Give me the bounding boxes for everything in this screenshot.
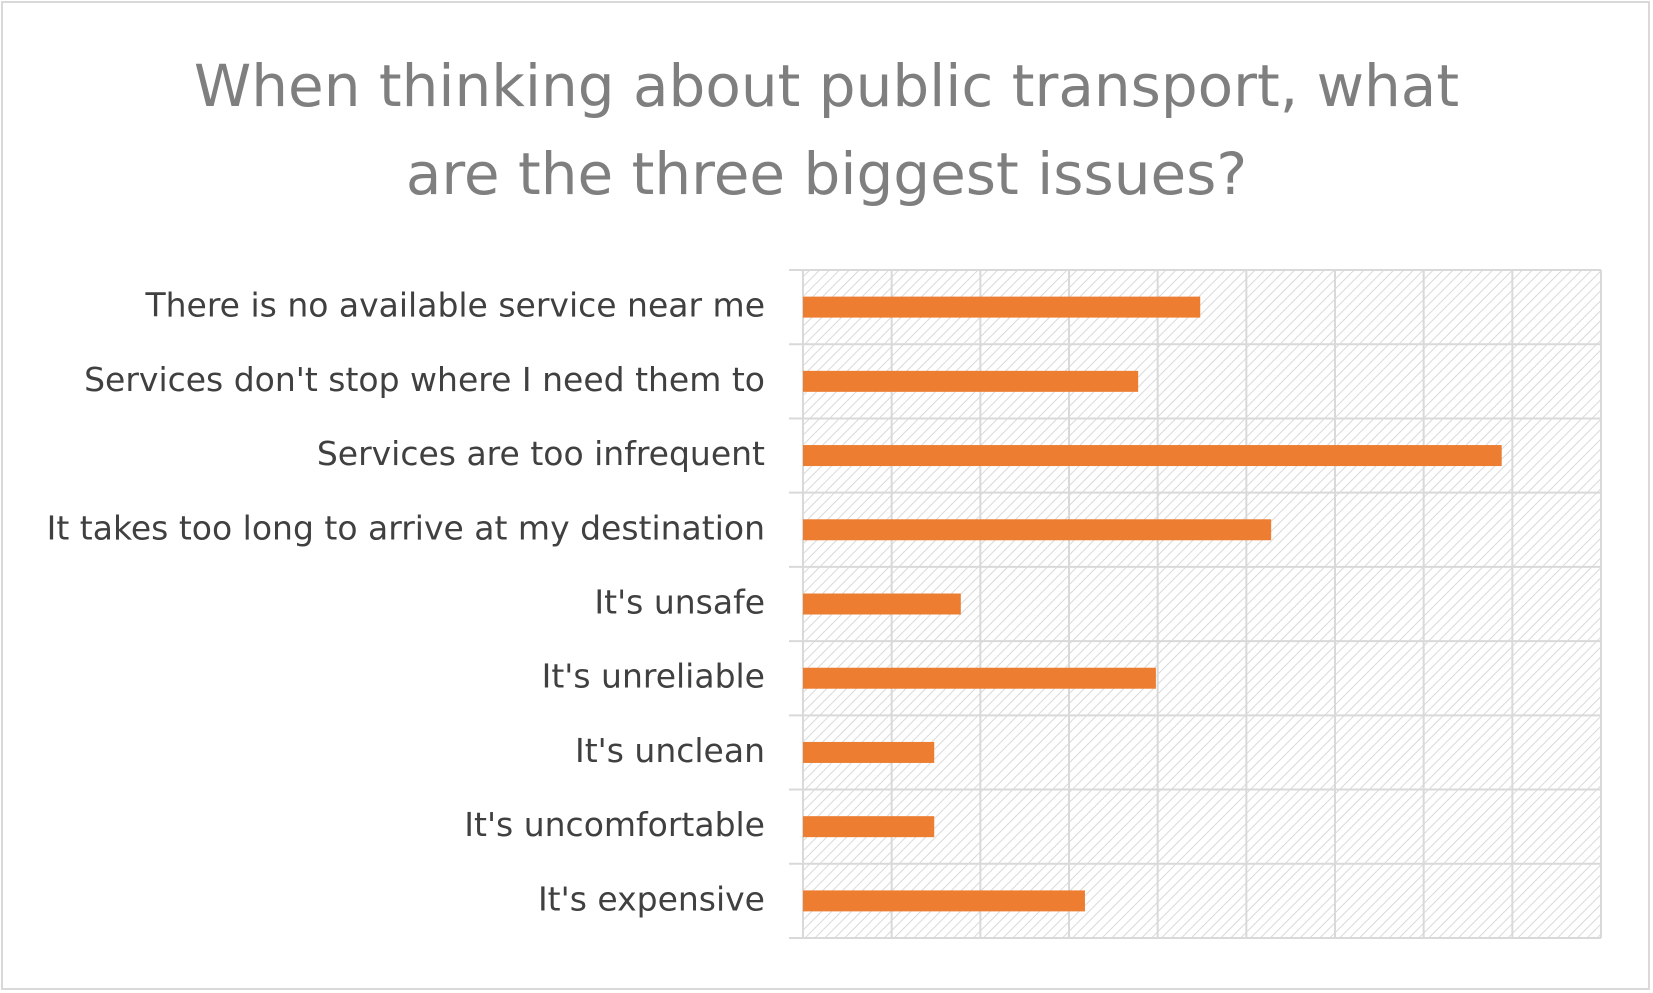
bar [803, 890, 1085, 912]
category-label: It's expensive [538, 879, 765, 918]
category-label: It's unclean [575, 731, 765, 770]
bar-layer [803, 296, 1502, 912]
bar [803, 296, 1201, 318]
category-label: It's uncomfortable [464, 805, 765, 844]
bar [803, 593, 961, 615]
category-label: There is no available service near me [144, 286, 765, 325]
chart-title-line-2: are the three biggest issues? [405, 140, 1248, 208]
category-labels: There is no available service near me Ser… [47, 286, 765, 919]
bar [803, 741, 935, 763]
bar [803, 370, 1139, 392]
chart-title-line-1: When thinking about public transport, wh… [193, 52, 1460, 120]
bar [803, 519, 1272, 541]
category-label: It's unsafe [594, 583, 765, 622]
bar [803, 445, 1502, 467]
bar [803, 667, 1156, 689]
bar [803, 816, 935, 838]
category-label: Services are too infrequent [317, 434, 765, 473]
chart-title: When thinking about public transport, wh… [0, 42, 1653, 218]
category-label: It takes too long to arrive at my destin… [47, 508, 765, 547]
category-label: Services don't stop where I need them to [84, 360, 765, 399]
category-label: It's unreliable [542, 657, 765, 696]
